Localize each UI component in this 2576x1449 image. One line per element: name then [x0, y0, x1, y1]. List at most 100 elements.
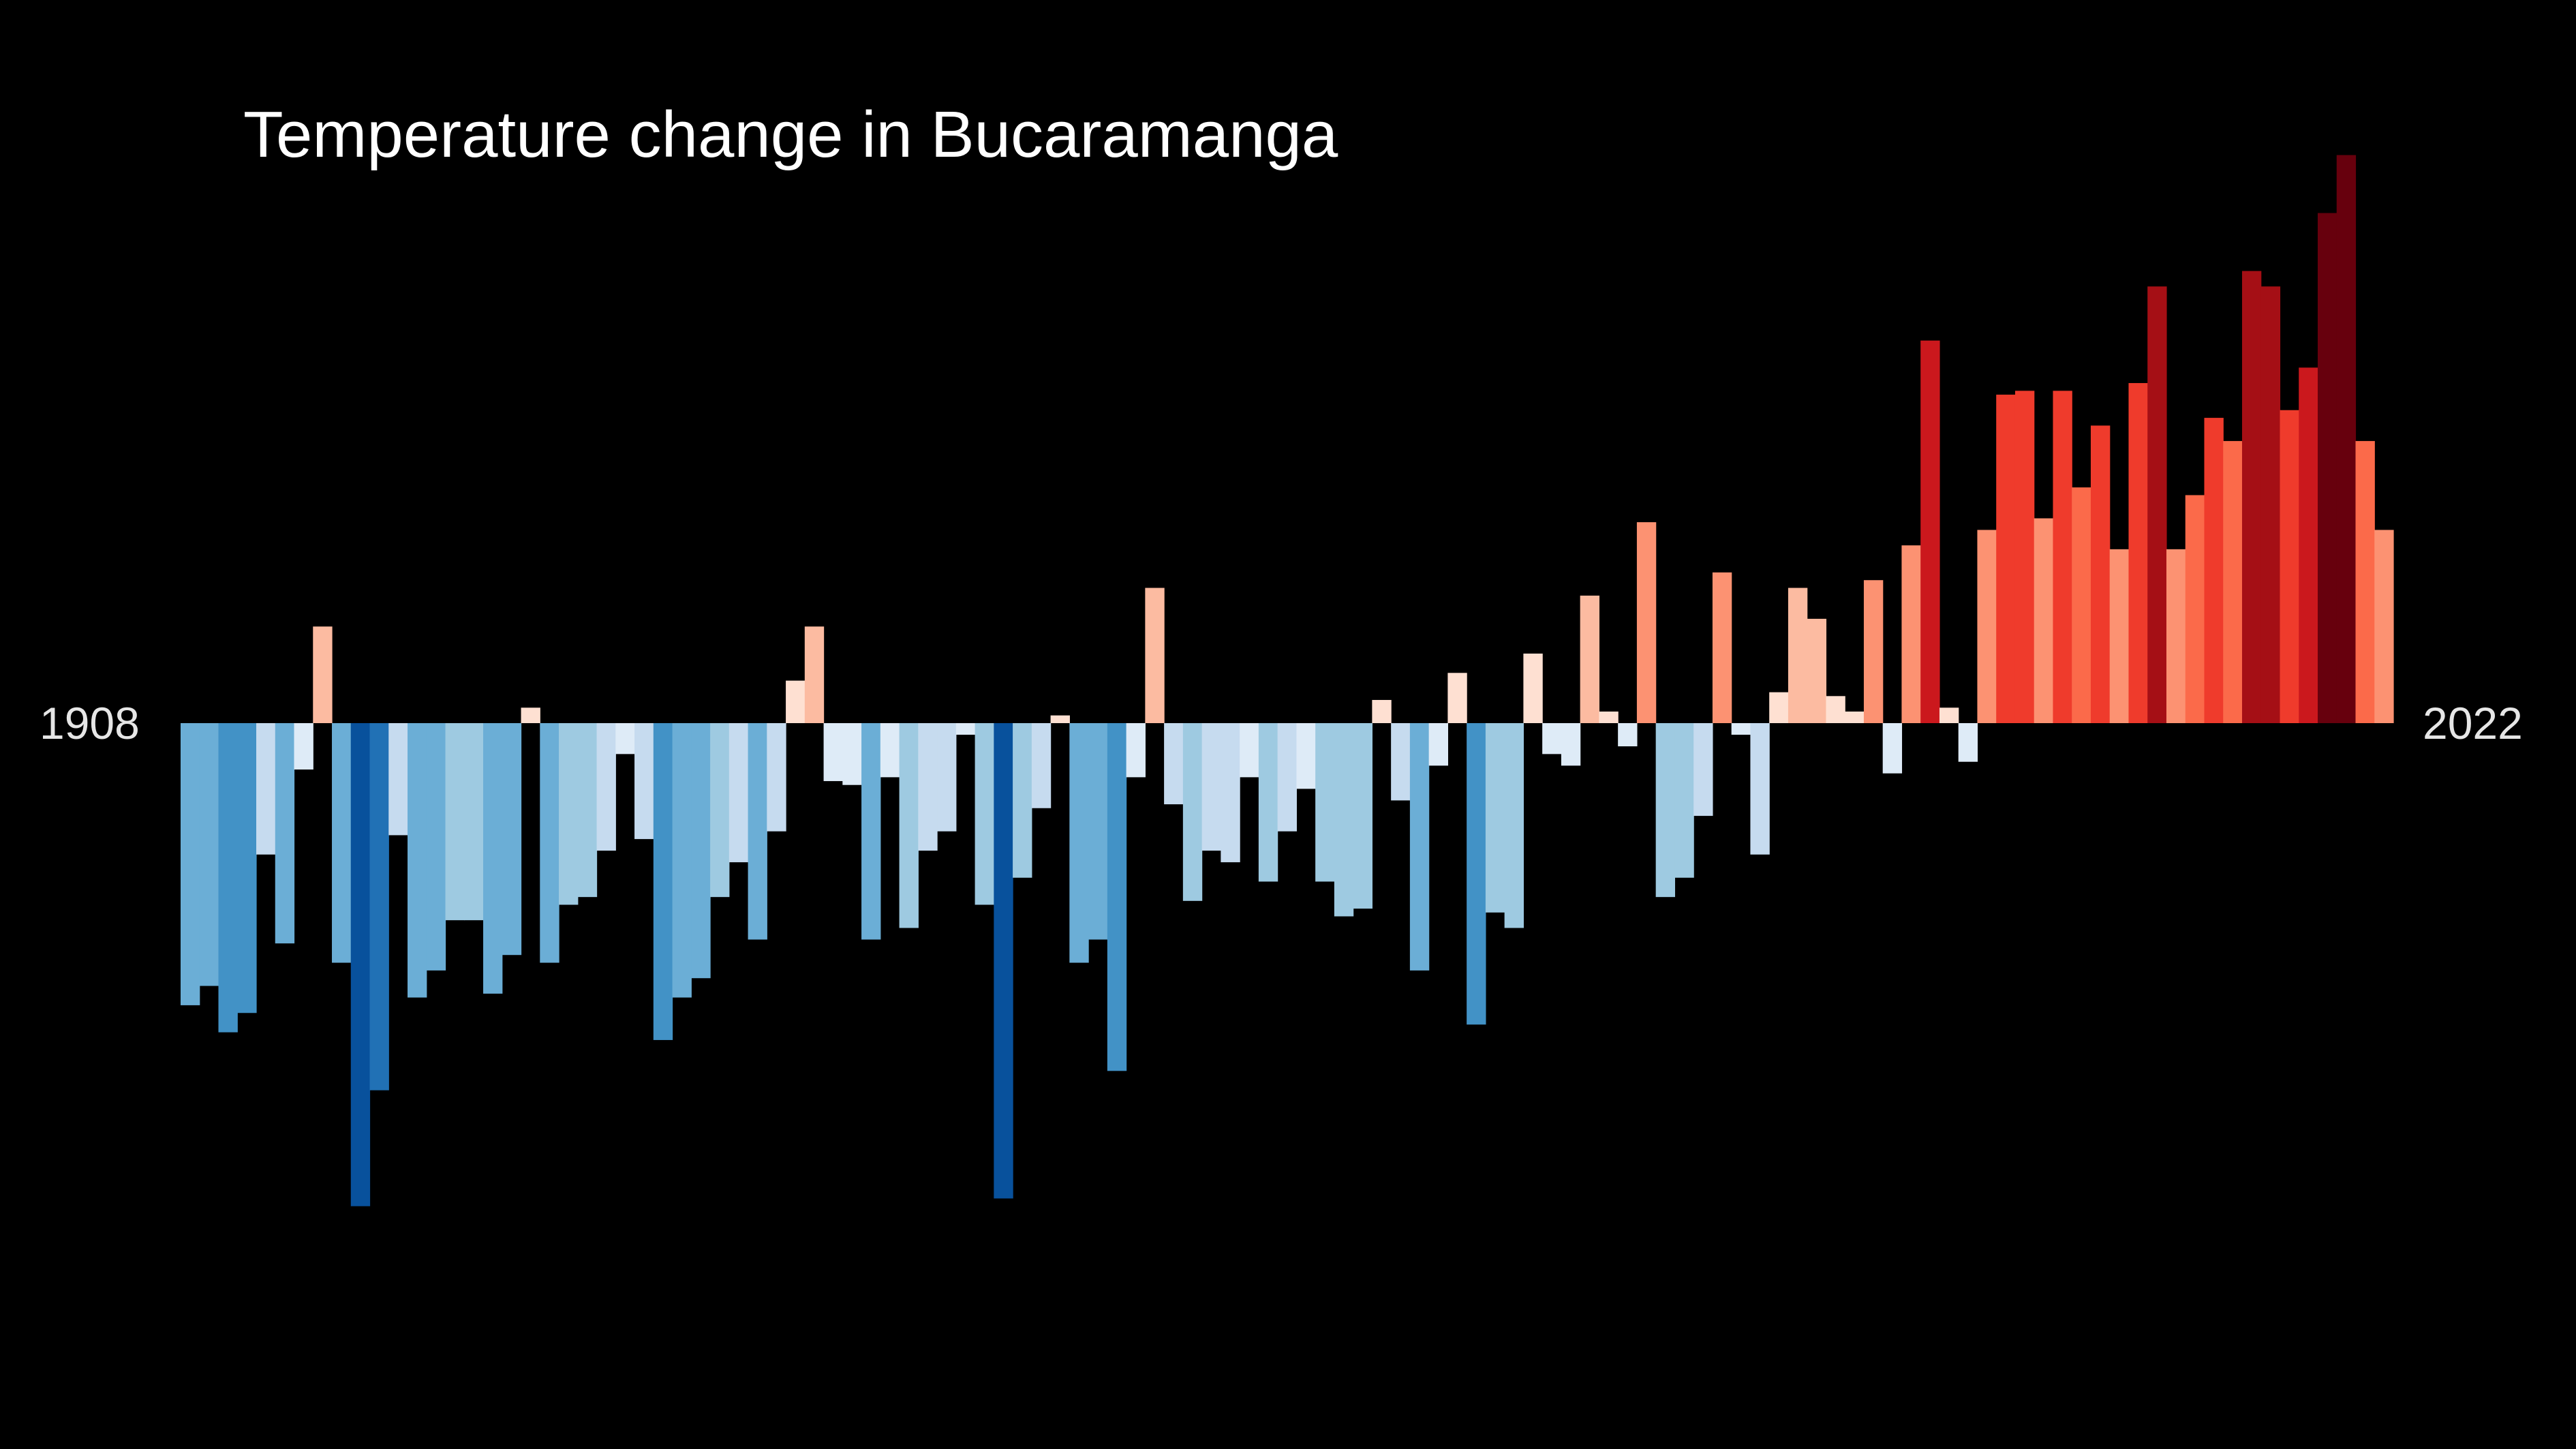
bar-1945 [880, 723, 900, 778]
bar-1985 [1636, 522, 1657, 723]
bar-1993 [1788, 588, 1808, 723]
bar-1969 [1334, 723, 1354, 917]
bar-1928 [559, 723, 579, 905]
bar-1980 [1542, 723, 1562, 754]
bar-1972 [1391, 723, 1411, 801]
bar-1992 [1769, 692, 1789, 723]
bar-1963 [1221, 723, 1240, 863]
bar-1957 [1107, 723, 1127, 1071]
bar-1923 [464, 723, 484, 921]
bar-1962 [1201, 723, 1221, 851]
bar-1938 [748, 723, 767, 940]
bar-2015 [2204, 418, 2224, 723]
bar-1946 [899, 723, 919, 928]
bar-1983 [1599, 711, 1619, 723]
bar-1971 [1372, 699, 1392, 723]
bar-1991 [1750, 723, 1770, 855]
bar-1953 [1031, 723, 1052, 808]
bar-2019 [2280, 410, 2299, 723]
bar-2006 [2034, 518, 2054, 723]
bar-1917 [350, 723, 371, 1206]
bar-1936 [710, 723, 730, 898]
bar-1970 [1353, 723, 1373, 909]
bar-1944 [861, 723, 881, 940]
bar-1975 [1447, 673, 1467, 723]
bar-2022 [2336, 155, 2357, 723]
bar-2014 [2185, 495, 2205, 723]
bar-1947 [918, 723, 938, 851]
bar-1920 [408, 723, 427, 998]
bar-1982 [1580, 595, 1600, 723]
bar-1924 [483, 723, 503, 994]
bar-1915 [313, 626, 333, 723]
bar-1999 [1901, 545, 1921, 723]
bar-2012 [2147, 286, 2167, 723]
bar-1921 [426, 723, 446, 971]
bar-2013 [2166, 549, 2186, 723]
bar-1967 [1296, 723, 1316, 789]
chart-title: Temperature change in Bucaramanga [243, 98, 1338, 171]
bar-1952 [1013, 723, 1032, 878]
bar-1939 [767, 723, 786, 832]
bar-1968 [1315, 723, 1335, 882]
bar-1998 [1882, 723, 1903, 774]
bar-2008 [2072, 487, 2091, 723]
bar-1919 [388, 723, 408, 836]
bar-1931 [615, 723, 635, 754]
bar-1949 [955, 723, 976, 735]
bar-1942 [823, 723, 843, 782]
bar-1916 [332, 723, 352, 963]
bar-2020 [2299, 367, 2318, 723]
bar-1934 [672, 723, 692, 998]
bar-1941 [804, 626, 825, 723]
bar-2004 [1996, 395, 2016, 723]
bar-1932 [634, 723, 654, 840]
bar-1974 [1428, 723, 1448, 766]
bar-2001 [1939, 707, 1959, 723]
bar-1943 [842, 723, 862, 785]
bar-1954 [1050, 715, 1070, 723]
bar-2005 [2014, 391, 2035, 723]
bar-1958 [1126, 723, 1146, 778]
bar-1961 [1182, 723, 1203, 901]
bar-1914 [294, 723, 313, 770]
bar-1964 [1240, 723, 1259, 778]
bar-1910 [218, 723, 238, 1033]
bar-1940 [786, 680, 806, 723]
bar-1990 [1731, 723, 1751, 735]
bar-1909 [199, 723, 219, 986]
bar-2009 [2090, 425, 2111, 723]
bar-1948 [937, 723, 957, 832]
bar-1976 [1467, 723, 1486, 1025]
bar-1977 [1485, 723, 1505, 913]
bar-2016 [2223, 441, 2243, 723]
bar-1989 [1712, 572, 1732, 723]
bar-1933 [653, 723, 673, 1040]
bar-1997 [1863, 580, 1884, 723]
bar-1929 [577, 723, 598, 898]
bar-2007 [2053, 391, 2072, 723]
bar-1937 [729, 723, 749, 863]
bar-1925 [502, 723, 522, 956]
bar-1995 [1826, 696, 1845, 723]
bar-1911 [237, 723, 257, 1013]
bar-1950 [975, 723, 994, 905]
bar-2002 [1958, 723, 1978, 762]
bar-1981 [1561, 723, 1581, 766]
bar-1956 [1088, 723, 1108, 940]
bar-1994 [1807, 618, 1827, 723]
bar-2000 [1920, 340, 1940, 723]
bar-2010 [2109, 549, 2130, 723]
bar-1935 [691, 723, 711, 979]
bar-2021 [2317, 213, 2337, 723]
bar-1913 [275, 723, 295, 944]
bar-1926 [521, 707, 540, 723]
bar-1966 [1277, 723, 1297, 832]
bar-1960 [1164, 723, 1184, 805]
bar-1955 [1069, 723, 1089, 963]
bar-2011 [2128, 383, 2148, 723]
bar-1979 [1523, 653, 1543, 723]
bar-1984 [1618, 723, 1638, 747]
bar-1927 [540, 723, 559, 963]
